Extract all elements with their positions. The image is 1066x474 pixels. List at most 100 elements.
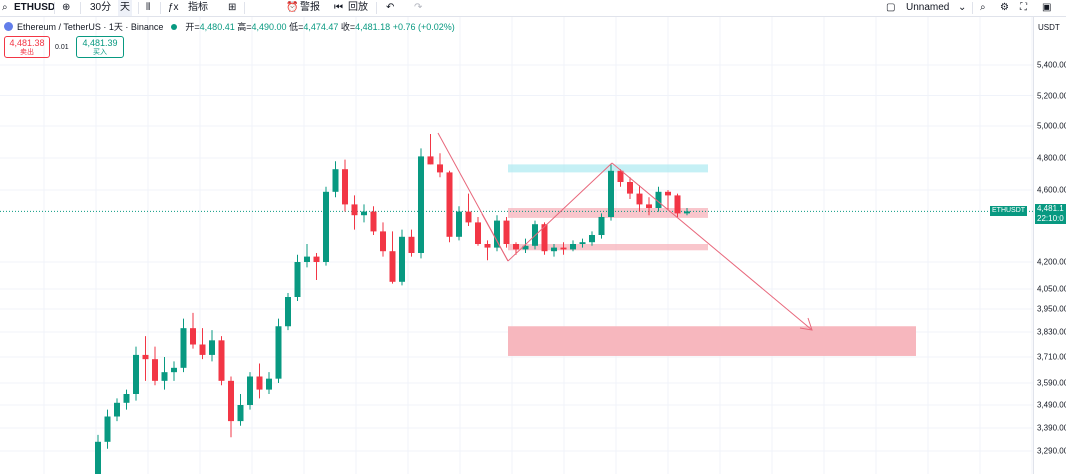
candle-body xyxy=(247,376,253,405)
layout-name-button[interactable]: Unnamed xyxy=(906,2,950,13)
price-tick-label: 4,600.00 xyxy=(1037,185,1066,195)
current-price-label: 4,481.1 22:10:0 xyxy=(1035,204,1066,224)
candle-body xyxy=(256,376,263,390)
symbol-logo-icon xyxy=(4,22,13,31)
candle-body xyxy=(304,256,310,262)
settings-gear-icon[interactable]: ⚙ xyxy=(1000,2,1009,13)
toolbar-divider xyxy=(80,2,81,14)
candle-body xyxy=(275,326,282,379)
candle-body xyxy=(171,367,177,373)
candle-body xyxy=(266,378,272,390)
toolbar-divider xyxy=(160,2,161,14)
symbol-price-tag: ETHUSDT xyxy=(990,206,1028,216)
symbol-search-icon[interactable]: ⌕ xyxy=(2,2,8,13)
candle-body xyxy=(237,405,244,422)
trend-line xyxy=(481,213,509,262)
symbol-button[interactable]: ETHUSD xyxy=(14,2,56,13)
price-tick-label: 3,710.00 xyxy=(1037,352,1066,362)
candle-body xyxy=(503,220,510,244)
price-axis-unit[interactable]: USDT xyxy=(1038,23,1060,32)
candle-body xyxy=(598,217,605,235)
open-label: 开= xyxy=(185,22,200,32)
candle-body xyxy=(513,244,519,250)
interval-active-button[interactable]: 天 xyxy=(118,0,132,16)
candle-body xyxy=(684,211,690,214)
indicators-icon[interactable]: ƒx xyxy=(168,2,179,13)
candle-body xyxy=(541,224,548,252)
candle-body xyxy=(133,354,139,394)
price-tick-label: 4,800.00 xyxy=(1037,153,1066,163)
candle-body xyxy=(199,344,206,355)
trend-arrow-head xyxy=(799,317,813,331)
bar-countdown: 22:10:0 xyxy=(1037,214,1064,223)
low-value: 4,474.47 xyxy=(303,22,339,32)
candle-body xyxy=(228,380,234,422)
toolbar-divider xyxy=(376,2,377,14)
screenshot-camera-icon[interactable]: ▣ xyxy=(1042,2,1052,13)
candle-body xyxy=(313,256,320,262)
candle-body xyxy=(389,251,396,282)
candle-body xyxy=(323,191,329,262)
candle-body xyxy=(190,328,196,345)
indicators-button[interactable]: 指标 xyxy=(188,2,208,13)
sell-button[interactable]: 4,481.38 卖出 xyxy=(4,36,50,58)
candle-body xyxy=(608,170,614,217)
sell-price: 4,481.38 xyxy=(9,38,45,48)
candle-body xyxy=(342,169,348,205)
chart-type-candles-icon[interactable]: ⫴ xyxy=(146,2,151,13)
candle-body xyxy=(456,211,462,237)
candle-body xyxy=(104,416,111,442)
candle-body xyxy=(665,191,671,196)
market-open-dot-icon xyxy=(171,23,178,30)
candle-body xyxy=(655,191,662,208)
chart-legend: Ethereum / TetherUS · 1天 · Binance 开=4,4… xyxy=(4,20,455,33)
price-tick-label: 3,830.00 xyxy=(1037,327,1066,337)
candle-body xyxy=(437,164,443,173)
price-tick-label: 3,290.00 xyxy=(1037,446,1066,456)
replay-icon[interactable]: ⏮ xyxy=(334,2,343,13)
ohlc-values: 开=4,480.41 高=4,490.00 低=4,474.47 收=4,481… xyxy=(185,20,454,33)
current-price-value: 4,481.1 xyxy=(1037,204,1064,213)
price-tick-label: 3,590.00 xyxy=(1037,378,1066,388)
buy-button[interactable]: 4,481.39 买入 xyxy=(76,36,124,58)
price-tick-label: 3,490.00 xyxy=(1037,400,1066,410)
layout-icon[interactable]: ▢ xyxy=(886,2,896,13)
candle-body xyxy=(418,156,424,253)
compare-add-icon[interactable]: ⊕ xyxy=(62,2,71,13)
buy-price: 4,481.39 xyxy=(82,38,118,48)
candle-body xyxy=(114,402,120,417)
layout-menu-chevron-icon[interactable]: ⌄ xyxy=(958,2,967,13)
alert-button[interactable]: 警报 xyxy=(300,2,320,13)
quick-search-icon[interactable]: ⌕ xyxy=(980,2,986,13)
fullscreen-icon[interactable]: ⛶ xyxy=(1020,2,1027,13)
candle-body xyxy=(627,182,633,194)
open-value: 4,480.41 xyxy=(199,22,235,32)
zone-rectangle xyxy=(508,164,708,173)
candle-body xyxy=(636,193,643,205)
toolbar-divider xyxy=(138,2,139,14)
candle-body xyxy=(370,211,377,232)
candle-body xyxy=(95,441,101,474)
price-axis[interactable]: USDT 5,400.00 5,200.00 5,000.00 4,800.00 4,6… xyxy=(1033,17,1066,474)
candle-body xyxy=(494,220,500,248)
templates-icon[interactable]: ⊞ xyxy=(228,2,237,13)
candle-body xyxy=(380,231,386,252)
price-tick-label: 5,400.00 xyxy=(1037,60,1066,70)
replay-button[interactable]: 回放 xyxy=(348,2,368,13)
candle-body xyxy=(560,247,567,250)
price-tick-label: 4,200.00 xyxy=(1037,257,1066,267)
undo-icon[interactable]: ↶ xyxy=(386,2,395,13)
legend-title: Ethereum / TetherUS · 1天 · Binance xyxy=(17,22,164,32)
zone-rectangle xyxy=(508,244,708,251)
interval-button[interactable]: 30分 xyxy=(90,2,112,13)
redo-icon[interactable]: ↷ xyxy=(414,2,423,13)
candle-body xyxy=(142,354,149,360)
price-chart[interactable] xyxy=(0,17,1033,474)
zone-rectangle xyxy=(508,326,916,356)
alert-icon[interactable]: ⏰ xyxy=(286,2,299,13)
candle-body xyxy=(589,235,595,243)
candle-body xyxy=(123,394,130,403)
candle-body xyxy=(399,236,405,282)
candle-body xyxy=(161,372,168,381)
candle-body xyxy=(579,242,586,244)
